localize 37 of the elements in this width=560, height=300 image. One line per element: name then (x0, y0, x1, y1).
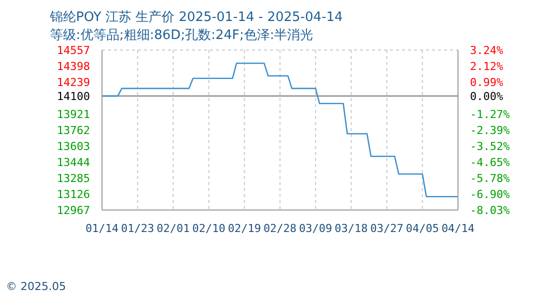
y2-tick-label: -5.78% (470, 172, 510, 186)
text: © 2025.05 (6, 280, 66, 293)
x-tick-label: 02/01 (156, 222, 190, 235)
y2-tick-label: 0.00% (470, 90, 504, 103)
y-tick-label: 12967 (56, 204, 90, 217)
y2-tick-label: -1.27% (470, 108, 510, 122)
y2-tick-label: -6.90% (470, 188, 510, 201)
y-tick-label: 13444 (56, 156, 90, 169)
chart-title: 锦纶POY 江苏 生产价 2025-01-14 - 2025-04-14 (50, 9, 343, 26)
y2-tick-label: -2.39% (470, 124, 510, 137)
y-tick-label: 13603 (56, 140, 90, 153)
x-tick-label: 02/10 (192, 222, 226, 235)
y-tick-label: 13762 (56, 124, 90, 137)
y-tick-label: 14239 (56, 76, 90, 89)
x-tick-label: 04/05 (406, 222, 439, 235)
x-tick-label: 01/14 (85, 222, 119, 235)
y-tick-label: 13126 (56, 188, 90, 201)
x-tick-label: 03/18 (334, 222, 368, 235)
x-tick-label: 03/27 (370, 222, 404, 235)
y-tick-label: 13921 (56, 108, 90, 121)
y2-tick-label: 0.99% (470, 76, 504, 89)
y-tick-label: 13285 (56, 172, 90, 185)
y-tick-label: 14398 (56, 60, 90, 73)
x-tick-label: 04/14 (441, 222, 475, 235)
x-tick-label: 02/28 (263, 222, 297, 235)
x-tick-label: 02/19 (228, 222, 261, 235)
y2-tick-label: 3.24% (470, 44, 504, 57)
y-tick-label: 14557 (56, 44, 90, 57)
line-series (102, 62, 458, 198)
y-tick-label: 14100 (56, 90, 90, 103)
x-tick-label: 03/09 (299, 222, 332, 235)
x-tick-label: 01/23 (121, 222, 154, 235)
y2-tick-label: 2.12% (470, 60, 504, 73)
y2-tick-label: -8.03% (470, 204, 510, 217)
y2-tick-label: -3.52% (470, 140, 510, 153)
y2-tick-label: -4.65% (470, 156, 510, 170)
chart-subtitle: 等级:优等品;粗细:86D;孔数:24F;色泽:半消光 (50, 27, 314, 44)
